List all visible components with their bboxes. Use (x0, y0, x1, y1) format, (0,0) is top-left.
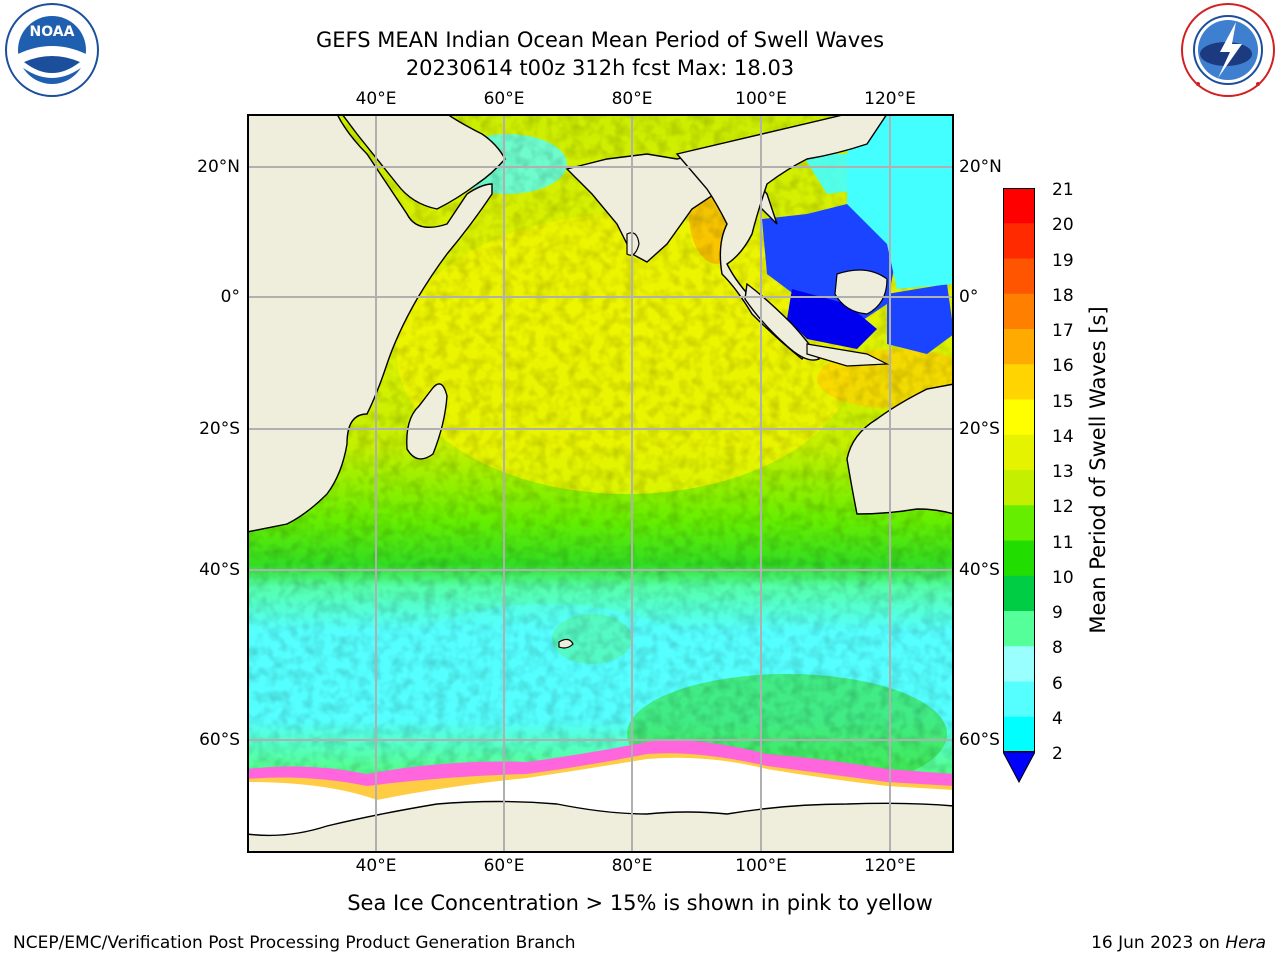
land-sumatra (744, 282, 820, 361)
colorbar-tick-label: 8 (1052, 638, 1063, 659)
lat-tick-left: 40°S (199, 560, 240, 580)
colorbar (1003, 188, 1035, 784)
colorbar-tick-label: 13 (1052, 462, 1074, 482)
colorbar-segment (1003, 329, 1035, 365)
colorbar-label: Mean Period of Swell Waves [s] (1086, 306, 1110, 634)
colorbar-frame (1003, 188, 1035, 752)
colorbar-segment (1003, 399, 1035, 436)
colorbar-tick-label: 2 (1052, 744, 1063, 764)
colorbar-segment (1003, 716, 1035, 753)
colorbar-segment (1003, 611, 1035, 647)
lat-tick-left: 20°S (199, 419, 240, 439)
colorbar-tick-label: 19 (1052, 250, 1074, 271)
graticule (247, 114, 954, 853)
colorbar-segment (1003, 470, 1035, 506)
colorbar-tick-label: 14 (1052, 426, 1074, 447)
colorbar-tick-label: 20 (1052, 215, 1074, 236)
lat-tick-right: 0° (959, 287, 979, 307)
colorbar-segment (1003, 258, 1035, 295)
footer-credit: NCEP/EMC/Verification Post Processing Pr… (13, 933, 576, 953)
lon-tick-bottom: 120°E (864, 856, 916, 876)
colorbar-tick-label: 18 (1052, 285, 1074, 306)
colorbar-segment (1003, 540, 1035, 577)
footer-machine: Hera (1225, 933, 1266, 953)
land-antarctica (247, 800, 954, 853)
lat-tick-right: 60°S (959, 730, 1000, 750)
lat-tick-right: 20°S (959, 419, 1000, 439)
land-australia (846, 383, 954, 515)
colorbar-tick-label: 12 (1052, 497, 1074, 518)
land-indonesia (834, 269, 888, 315)
colorbar-segment (1003, 364, 1035, 400)
noaa-logo: NOAA (2, 2, 102, 98)
sea-ice-caption: Sea Ice Concentration > 15% is shown in … (347, 891, 933, 915)
map-panel (247, 114, 954, 853)
lat-tick-left: 0° (220, 287, 240, 307)
lon-tick-bottom: 80°E (611, 856, 653, 876)
footer-timestamp: 16 Jun 2023 on Hera (1091, 933, 1266, 953)
java-sea-blue (787, 289, 877, 349)
lon-tick-top: 120°E (864, 89, 916, 109)
indonesia-east-blue (887, 284, 954, 354)
colorbar-tick-label: 15 (1052, 391, 1074, 412)
lat-tick-right: 40°S (959, 560, 1000, 580)
colorbar-segment (1003, 646, 1035, 682)
lat-tick-left: 20°N (197, 157, 240, 177)
lon-tick-top: 60°E (483, 89, 525, 109)
lon-tick-bottom: 40°E (355, 856, 397, 876)
bay-bengal-cyan (802, 154, 867, 194)
nws-logo (1178, 2, 1278, 98)
colorbar-tick-labels: 21 20 19 18 17 16 15 14 13 12 11 10 9 8 6 4 2 (1052, 180, 1112, 764)
lon-tick-top: 100°E (735, 89, 787, 109)
colorbar-tick-label: 4 (1052, 708, 1063, 729)
colorbar-tick-label: 9 (1052, 603, 1063, 623)
colorbar-tick-label: 16 (1052, 356, 1074, 377)
colorbar-segment (1003, 681, 1035, 718)
colorbar-tick-label: 11 (1052, 532, 1074, 553)
lat-tick-left: 60°S (199, 730, 240, 750)
chart-title: GEFS MEAN Indian Ocean Mean Period of Sw… (315, 28, 885, 52)
footer-date: 16 Jun 2023 on (1091, 933, 1226, 953)
lat-tick-right: 20°N (959, 157, 1002, 177)
colorbar-segment (1003, 505, 1035, 541)
colorbar-tick-label: 6 (1052, 673, 1063, 694)
colorbar-tick-label: 10 (1052, 567, 1074, 588)
land-africa (247, 114, 493, 533)
lon-tick-bottom: 100°E (735, 856, 787, 876)
land-kerguelen (558, 638, 574, 649)
colorbar-extend-arrow (1003, 751, 1035, 784)
lon-tick-top: 40°E (355, 89, 397, 109)
colorbar-tick-label: 17 (1052, 321, 1074, 341)
colorbar-segment (1003, 434, 1035, 471)
noaa-logo-text: NOAA (30, 24, 75, 40)
land-arabia (341, 114, 506, 210)
land-java (806, 343, 890, 367)
lon-tick-top: 80°E (611, 89, 653, 109)
colorbar-segment (1003, 293, 1035, 330)
chart-subtitle: 20230614 t00z 312h fcst Max: 18.03 (405, 56, 795, 80)
colorbar-segment (1003, 223, 1035, 259)
colorbar-segment (1003, 188, 1035, 224)
pacific-cyan (847, 114, 954, 289)
colorbar-tick-label: 21 (1052, 180, 1074, 200)
land-madagascar (406, 383, 448, 460)
colorbar-segment (1003, 575, 1035, 612)
lon-tick-bottom: 60°E (483, 856, 525, 876)
